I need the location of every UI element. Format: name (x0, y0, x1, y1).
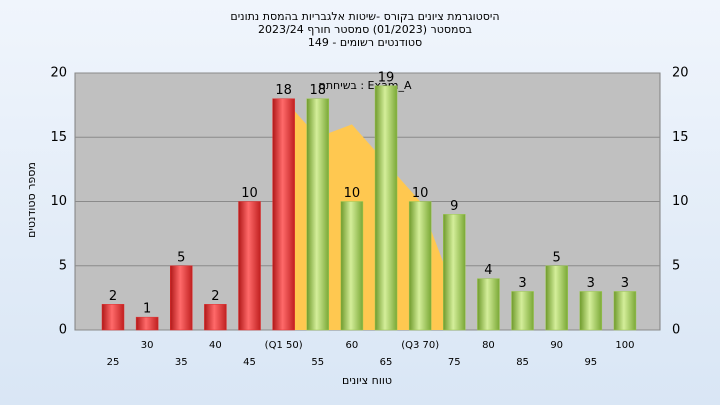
data-label: 3 (621, 276, 629, 291)
x-tick-label: 95 (584, 357, 597, 368)
bar (272, 98, 295, 331)
data-label: 10 (412, 186, 429, 201)
data-label: 4 (484, 263, 492, 278)
y2-tick-label: 15 (672, 130, 689, 145)
x-tick-label: 35 (175, 357, 188, 368)
data-label: 10 (344, 186, 361, 201)
x-tick-label: 90 (550, 340, 563, 351)
bar (443, 214, 466, 331)
data-label: 10 (241, 186, 258, 201)
data-label: 3 (587, 276, 595, 291)
y-axis-label: מספר סטודנטים (25, 162, 38, 238)
data-label: 19 (378, 70, 395, 85)
bar (579, 291, 603, 331)
bar (135, 316, 159, 331)
bar (170, 265, 193, 331)
x-tick-label: 40 (209, 340, 222, 351)
bar (101, 304, 125, 331)
x-tick-label: 25 (107, 357, 120, 368)
bar (613, 291, 637, 331)
x-axis-label: טווח ציונים (342, 374, 392, 387)
chart-subtitle: בסמסטר (01/2023) סמסטר חורף 2023/24 (258, 23, 472, 36)
bar (477, 278, 500, 331)
x-tick-label: 100 (615, 340, 634, 351)
data-label: 3 (518, 276, 526, 291)
data-label: 2 (109, 289, 117, 304)
x-tick-label: 85 (516, 357, 529, 368)
x-tick-label: (Q1 50) (265, 340, 303, 351)
y-tick-label: 15 (50, 130, 67, 145)
y2-tick-label: 10 (672, 194, 689, 209)
bar (204, 304, 227, 331)
y-tick-label: 20 (50, 66, 67, 81)
data-label: 1 (143, 302, 151, 317)
data-label: 5 (177, 250, 185, 265)
x-tick-label: 45 (243, 357, 256, 368)
y2-tick-label: 0 (672, 323, 680, 338)
x-tick-label: 60 (346, 340, 359, 351)
x-tick-label: 65 (380, 357, 393, 368)
y-tick-label: 10 (50, 194, 67, 209)
data-label: 9 (450, 199, 458, 214)
y2-tick-label: 20 (672, 66, 689, 81)
bar (511, 291, 534, 331)
data-label: 2 (211, 289, 219, 304)
data-label: 18 (310, 83, 327, 98)
bar (238, 201, 261, 331)
data-label: 5 (553, 250, 561, 265)
x-tick-label: 75 (448, 357, 461, 368)
y2-tick-label: 5 (672, 258, 680, 273)
chart-title: היסטוגרמת ציונים בקורס -שיטות אלגבריות ב… (230, 10, 499, 23)
bar (306, 98, 330, 331)
annotation: בשיחתם : Exam_A (319, 79, 412, 92)
bar (408, 201, 432, 331)
bar (545, 265, 568, 331)
x-tick-label: 30 (141, 340, 154, 351)
chart-subtitle: סטודנטים רשומים - 149 (308, 36, 422, 49)
bar (340, 201, 364, 331)
y-tick-label: 0 (59, 323, 67, 338)
x-tick-label: 55 (311, 357, 324, 368)
x-tick-label: (Q3 70) (401, 340, 439, 351)
x-tick-label: 80 (482, 340, 495, 351)
data-label: 18 (275, 83, 292, 98)
y-tick-label: 5 (59, 258, 67, 273)
bar (374, 85, 398, 331)
